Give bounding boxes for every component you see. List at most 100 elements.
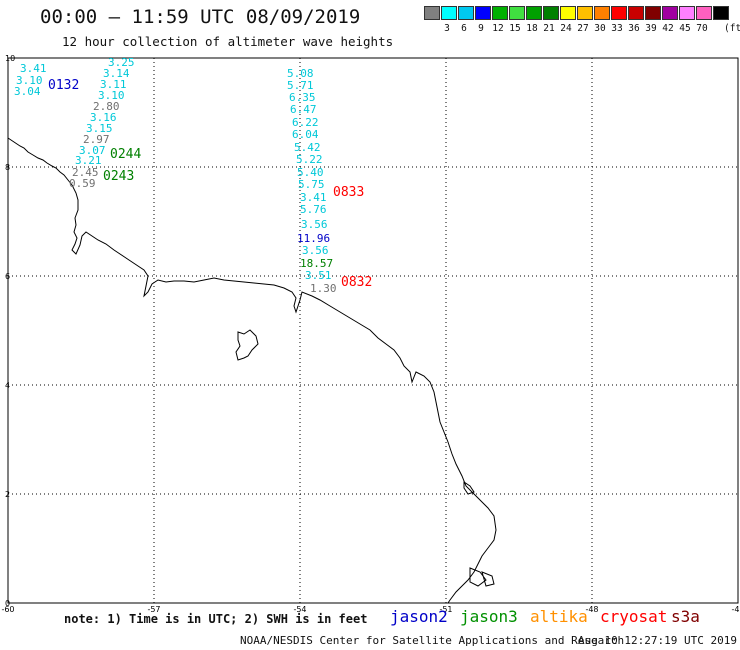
pass-time-label: 0132 [48,78,79,93]
swh-value: 2.97 [83,133,110,146]
scale-swatch [543,6,559,20]
scale-swatch [577,6,593,20]
swh-value: 5.71 [287,79,314,92]
x-tick-label: -60 [1,605,14,614]
swh-value: 6.22 [292,116,319,129]
swh-value: 18.57 [300,257,333,270]
x-tick-label: -57 [147,605,160,614]
swh-value: 3.04 [14,85,41,98]
coastline [7,137,497,604]
y-tick-label: 2 [5,490,10,499]
swh-value: 3.25 [108,56,135,69]
map-frame [7,57,739,604]
scale-label: 45 [679,23,691,34]
scale-swatch [424,6,440,20]
swh-value: 5.42 [294,141,321,154]
y-tick-label: 10 [5,54,15,63]
scale-swatch [645,6,661,20]
scale-label: 6 [461,23,467,34]
swh-value: 3.14 [103,67,130,80]
swh-value: 2.80 [93,100,120,113]
swh-value: 3.07 [79,144,106,157]
scale-label: 3 [444,23,450,34]
y-tick-label: 8 [5,163,10,172]
swh-value: 3.15 [86,122,113,135]
map-subtitle: 12 hour collection of altimeter wave hei… [62,34,394,49]
scale-swatch [696,6,712,20]
swh-value: 3.16 [90,111,117,124]
pass-time-label: 0244 [110,147,141,162]
x-tick-label: -48 [585,605,598,614]
swh-value: 6.47 [290,103,317,116]
swh-value: 3.21 [75,154,102,167]
swh-value: 3.56 [301,218,328,231]
credit-line: NOAA/NESDIS Center for Satellite Applica… [240,634,625,647]
scale-unit: (ft) [724,23,740,34]
swh-value: 2.45 [72,166,99,179]
scale-swatch [475,6,491,20]
island [235,329,259,361]
swh-value: 5.76 [300,203,327,216]
swh-value: 3.10 [98,89,125,102]
units-note: note: 1) Time is in UTC; 2) SWH is in fe… [64,612,368,626]
scale-swatch [509,6,525,20]
scale-label: 27 [577,23,589,34]
map-title: 00:00 – 11:59 UTC 08/09/2019 [40,6,361,28]
swh-value: 6.04 [292,128,319,141]
credit-date: Aug 10 12:27:19 UTC 2019 [578,634,737,647]
swh-value: 3.41 [300,191,327,204]
swh-value: 5.75 [298,178,325,191]
scale-swatch [679,6,695,20]
scale-label: 42 [662,23,674,34]
y-tick-label: 0 [5,599,10,608]
scale-swatch [662,6,678,20]
scale-label: 18 [526,23,538,34]
x-tick-label: -51 [439,605,452,614]
y-tick-label: 4 [5,381,10,390]
scale-swatch [594,6,610,20]
swh-value: 3.10 [16,74,43,87]
swh-value: 1.30 [310,282,337,295]
river-mouth-islands [463,481,495,587]
scale-label: 33 [611,23,623,34]
scale-label: 12 [492,23,504,34]
swh-value: 3.51 [305,269,332,282]
x-tick-label: -54 [293,605,306,614]
pass-time-label: 0833 [333,185,364,200]
scale-label: 24 [560,23,572,34]
legend-altika: altika [530,607,588,626]
scale-swatch [611,6,627,20]
swh-value: 11.96 [297,232,330,245]
pass-time-label: 0243 [103,169,134,184]
scale-swatch [713,6,729,20]
scale-label: 15 [509,23,521,34]
x-tick-label: -45 [731,605,740,614]
swh-value: 6.35 [289,91,316,104]
scale-swatch [560,6,576,20]
scale-label: 9 [478,23,484,34]
scale-swatch [628,6,644,20]
pass-time-label: 0832 [341,275,372,290]
swh-value: 0.59 [69,177,96,190]
legend-cryosat: cryosat [600,607,668,626]
scale-label: 21 [543,23,555,34]
swh-value: 3.56 [302,244,329,257]
scale-label: 30 [594,23,606,34]
legend-jason3: jason3 [460,607,518,626]
swh-value: 3.41 [20,62,47,75]
scale-swatch [458,6,474,20]
scale-label: 36 [628,23,640,34]
scale-label: 39 [645,23,657,34]
scale-swatch [492,6,508,20]
legend-s3a: s3a [671,607,700,626]
swh-value: 5.40 [297,166,324,179]
y-tick-label: 6 [5,272,10,281]
swh-value: 5.22 [296,153,323,166]
grid-lines [8,58,738,603]
swh-value: 5.08 [287,67,314,80]
legend-jason2: jason2 [390,607,448,626]
scale-label: 70 [696,23,708,34]
scale-swatch [526,6,542,20]
swh-value: 3.11 [100,78,127,91]
